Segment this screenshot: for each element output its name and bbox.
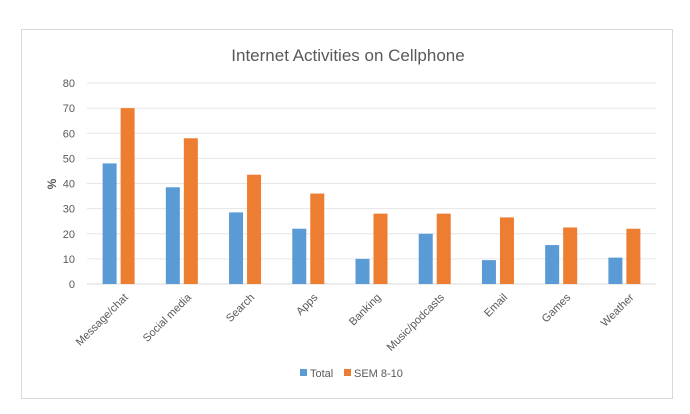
x-tick-label: Banking xyxy=(347,292,384,329)
x-tick-label: Social media xyxy=(141,291,195,345)
x-tick-label: Email xyxy=(482,292,510,320)
bar-total xyxy=(292,228,307,284)
bar-sem xyxy=(499,217,514,284)
bar-total xyxy=(608,257,623,284)
bar-total xyxy=(229,212,244,284)
bar-total xyxy=(355,258,370,284)
x-tick-label: Games xyxy=(540,291,574,325)
bars xyxy=(102,108,641,284)
y-tick-label: 60 xyxy=(63,128,75,140)
y-tick-label: 40 xyxy=(63,179,75,191)
y-axis-label: % xyxy=(45,178,59,189)
legend-swatch xyxy=(300,369,307,376)
y-tick-label: 20 xyxy=(63,229,75,241)
x-tick-label: Message/chat xyxy=(74,292,131,349)
y-tick-label: 10 xyxy=(63,254,75,266)
bar-sem xyxy=(373,213,388,284)
bar-total xyxy=(545,245,560,284)
bar-sem xyxy=(247,174,262,284)
bar-sem xyxy=(436,213,451,284)
y-tick-label: 80 xyxy=(63,78,75,90)
x-axis-ticks: Message/chat Social media Search Apps Bankin… xyxy=(74,291,637,354)
bar-total xyxy=(481,260,496,284)
legend: Total SEM 8-10 xyxy=(300,368,403,380)
bar-sem xyxy=(563,227,578,284)
bar-total xyxy=(165,187,180,284)
x-tick-label: Apps xyxy=(294,291,321,318)
y-axis-ticks: 0 10 20 30 40 50 60 70 80 xyxy=(63,78,75,291)
x-tick-label: Weather xyxy=(599,291,637,329)
bar-sem xyxy=(120,108,135,284)
gridlines xyxy=(87,82,656,285)
y-tick-label: 70 xyxy=(63,103,75,115)
y-tick-label: 0 xyxy=(69,279,75,291)
bar-sem xyxy=(310,193,325,284)
bar-total xyxy=(418,233,433,284)
legend-label: Total xyxy=(310,368,333,380)
bar-total xyxy=(102,163,117,284)
bar-sem xyxy=(626,228,641,284)
y-tick-label: 50 xyxy=(63,153,75,165)
legend-swatch xyxy=(344,369,351,376)
chart-title: Internet Activities on Cellphone xyxy=(231,46,464,65)
x-tick-label: Music/podcasts xyxy=(385,291,447,353)
y-tick-label: 30 xyxy=(63,204,75,216)
x-tick-label: Search xyxy=(224,292,257,325)
bar-sem xyxy=(183,138,198,284)
legend-label: SEM 8-10 xyxy=(354,368,403,380)
